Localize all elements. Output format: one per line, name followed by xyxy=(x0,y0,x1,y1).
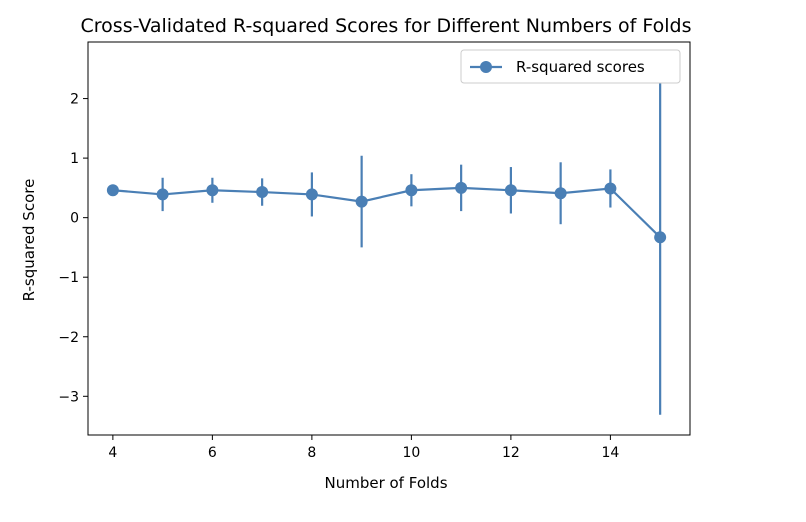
data-point-7 xyxy=(256,186,269,199)
plot-area xyxy=(87,41,691,436)
x-tick-label-4: 4 xyxy=(108,445,117,461)
y-axis-label: R-squared Score xyxy=(20,179,38,302)
data-point-11 xyxy=(455,181,468,194)
data-point-14 xyxy=(604,182,617,195)
y-tick-label--3: −3 xyxy=(58,389,79,405)
legend-marker xyxy=(480,61,492,73)
y-axis: −3 −2 −1 0 1 2 xyxy=(58,92,88,405)
data-point-4 xyxy=(106,184,119,197)
y-tick-label-2: 2 xyxy=(70,92,79,108)
data-point-6 xyxy=(206,184,219,197)
data-point-12 xyxy=(504,184,517,197)
data-point-15 xyxy=(654,231,667,244)
y-tick-label-0: 0 xyxy=(70,211,79,227)
x-tick-label-6: 6 xyxy=(208,445,217,461)
x-tick-label-8: 8 xyxy=(307,445,316,461)
series-line-0 xyxy=(112,186,661,239)
data-point-9 xyxy=(355,195,368,208)
x-tick-label-12: 12 xyxy=(502,445,520,461)
series-layer xyxy=(106,59,667,415)
y-tick-label-1: 1 xyxy=(70,151,79,167)
x-axis: 4 6 8 10 12 14 xyxy=(108,435,619,461)
data-point-10 xyxy=(405,184,418,197)
legend-label: R-squared scores xyxy=(516,58,645,76)
x-axis-label: Number of Folds xyxy=(324,474,447,492)
legend-box xyxy=(460,49,681,84)
x-tick-label-10: 10 xyxy=(402,445,420,461)
y-tick-label--1: −1 xyxy=(58,270,79,286)
chart-title: Cross-Validated R-squared Scores for Dif… xyxy=(81,15,692,37)
data-point-8 xyxy=(305,188,318,201)
x-tick-label-14: 14 xyxy=(601,445,619,461)
y-tick-label--2: −2 xyxy=(58,330,79,346)
data-point-5 xyxy=(156,188,169,201)
legend: R-squared scores xyxy=(460,49,681,84)
data-point-13 xyxy=(554,187,567,200)
